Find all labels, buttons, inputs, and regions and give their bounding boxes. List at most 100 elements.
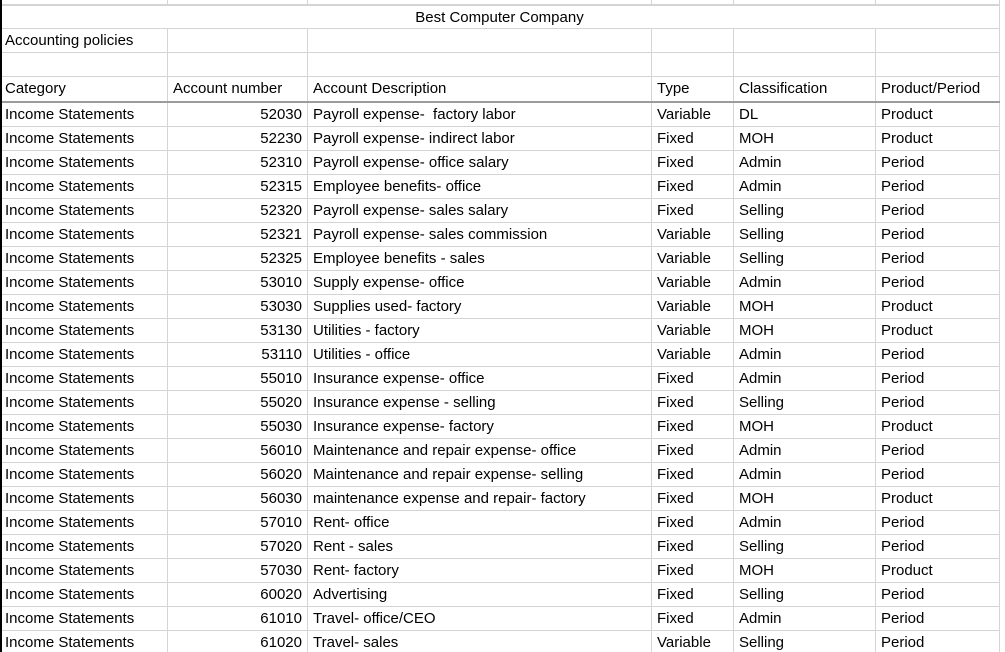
cell-type[interactable]: Fixed [652,391,734,414]
cell-product-period[interactable]: Product [876,295,1000,318]
column-header-account-description[interactable]: Account Description [308,77,652,101]
cell-type[interactable]: Fixed [652,367,734,390]
cell-category[interactable]: Income Statements [0,463,168,486]
cell-accounting-policies[interactable]: Accounting policies [0,29,168,52]
cell-category[interactable]: Income Statements [0,391,168,414]
cell-empty[interactable] [652,0,734,4]
column-header-category[interactable]: Category [0,77,168,101]
cell-classification[interactable]: Selling [734,391,876,414]
cell-account-number[interactable]: 53110 [168,343,308,366]
cell-account-description[interactable]: Travel- office/CEO [308,607,652,630]
cell-account-number[interactable]: 52310 [168,151,308,174]
cell-product-period[interactable]: Period [876,631,1000,652]
cell-account-description[interactable]: Maintenance and repair expense- office [308,439,652,462]
cell-classification[interactable]: Admin [734,151,876,174]
cell-category[interactable]: Income Statements [0,223,168,246]
cell-account-number[interactable]: 60020 [168,583,308,606]
cell-type[interactable]: Fixed [652,535,734,558]
cell-type[interactable]: Fixed [652,127,734,150]
cell-empty[interactable] [0,0,168,4]
cell-product-period[interactable]: Product [876,103,1000,126]
cell-classification[interactable]: Admin [734,607,876,630]
cell-classification[interactable]: Selling [734,223,876,246]
cell-account-number[interactable]: 57030 [168,559,308,582]
cell-account-number[interactable]: 52321 [168,223,308,246]
cell-empty[interactable] [168,53,308,76]
cell-product-period[interactable]: Period [876,343,1000,366]
cell-empty[interactable] [876,0,1000,4]
cell-account-description[interactable]: Supplies used- factory [308,295,652,318]
cell-category[interactable]: Income Statements [0,271,168,294]
cell-empty[interactable] [308,0,652,4]
column-header-account-number[interactable]: Account number [168,77,308,101]
cell-account-number[interactable]: 61010 [168,607,308,630]
cell-product-period[interactable]: Period [876,175,1000,198]
cell-type[interactable]: Fixed [652,583,734,606]
cell-category[interactable]: Income Statements [0,415,168,438]
cell-account-number[interactable]: 56030 [168,487,308,510]
column-header-type[interactable]: Type [652,77,734,101]
cell-category[interactable]: Income Statements [0,367,168,390]
cell-type[interactable]: Fixed [652,199,734,222]
column-header-product-period[interactable]: Product/Period [876,77,1000,101]
cell-product-period[interactable]: Product [876,415,1000,438]
cell-category[interactable]: Income Statements [0,103,168,126]
cell-category[interactable]: Income Statements [0,439,168,462]
cell-category[interactable]: Income Statements [0,175,168,198]
cell-type[interactable]: Variable [652,103,734,126]
cell-category[interactable]: Income Statements [0,295,168,318]
cell-category[interactable]: Income Statements [0,511,168,534]
cell-account-description[interactable]: Payroll expense- office salary [308,151,652,174]
cell-account-number[interactable]: 53130 [168,319,308,342]
cell-empty[interactable] [168,0,308,4]
cell-empty[interactable] [876,53,1000,76]
cell-account-description[interactable]: Rent- factory [308,559,652,582]
cell-classification[interactable]: MOH [734,127,876,150]
cell-category[interactable]: Income Statements [0,583,168,606]
cell-account-number[interactable]: 56010 [168,439,308,462]
cell-empty[interactable] [308,53,652,76]
cell-classification[interactable]: Selling [734,631,876,652]
cell-category[interactable]: Income Statements [0,559,168,582]
cell-product-period[interactable]: Period [876,511,1000,534]
cell-classification[interactable]: Selling [734,247,876,270]
cell-empty[interactable] [652,53,734,76]
cell-empty[interactable] [734,29,876,52]
cell-type[interactable]: Fixed [652,151,734,174]
cell-product-period[interactable]: Period [876,151,1000,174]
cell-product-period[interactable]: Period [876,367,1000,390]
cell-category[interactable]: Income Statements [0,151,168,174]
cell-product-period[interactable]: Period [876,391,1000,414]
cell-product-period[interactable]: Period [876,199,1000,222]
cell-account-description[interactable]: Maintenance and repair expense- selling [308,463,652,486]
cell-product-period[interactable]: Period [876,223,1000,246]
cell-account-description[interactable]: Rent- office [308,511,652,534]
cell-type[interactable]: Variable [652,295,734,318]
cell-product-period[interactable]: Product [876,127,1000,150]
cell-type[interactable]: Variable [652,631,734,652]
cell-category[interactable]: Income Statements [0,535,168,558]
cell-type[interactable]: Fixed [652,439,734,462]
cell-product-period[interactable]: Period [876,463,1000,486]
cell-empty[interactable] [734,0,876,4]
cell-type[interactable]: Fixed [652,463,734,486]
cell-product-period[interactable]: Period [876,247,1000,270]
cell-type[interactable]: Variable [652,223,734,246]
cell-classification[interactable]: Selling [734,199,876,222]
cell-type[interactable]: Fixed [652,607,734,630]
cell-classification[interactable]: Admin [734,367,876,390]
cell-account-description[interactable]: Travel- sales [308,631,652,652]
cell-category[interactable]: Income Statements [0,487,168,510]
cell-product-period[interactable]: Period [876,271,1000,294]
cell-classification[interactable]: Selling [734,583,876,606]
cell-category[interactable]: Income Statements [0,631,168,652]
cell-type[interactable]: Fixed [652,559,734,582]
cell-account-number[interactable]: 53030 [168,295,308,318]
cell-account-description[interactable]: Insurance expense- factory [308,415,652,438]
cell-account-number[interactable]: 52230 [168,127,308,150]
cell-classification[interactable]: Admin [734,343,876,366]
cell-empty[interactable] [0,53,168,76]
cell-classification[interactable]: MOH [734,415,876,438]
cell-category[interactable]: Income Statements [0,607,168,630]
cell-empty[interactable] [876,29,1000,52]
